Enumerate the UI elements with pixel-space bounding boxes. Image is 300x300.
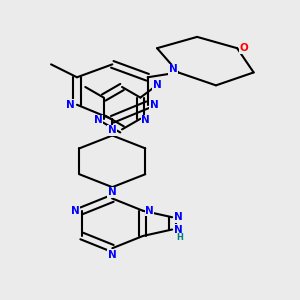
Text: N: N xyxy=(141,115,150,125)
Text: N: N xyxy=(94,115,103,125)
Text: N: N xyxy=(71,206,80,216)
Text: N: N xyxy=(174,224,183,235)
Text: N: N xyxy=(153,80,162,90)
Text: N: N xyxy=(108,250,117,260)
Text: N: N xyxy=(174,212,183,222)
Text: N: N xyxy=(150,100,158,110)
Text: N: N xyxy=(66,100,75,110)
Text: N: N xyxy=(108,188,117,197)
Text: H: H xyxy=(176,233,183,242)
Text: N: N xyxy=(169,64,177,74)
Text: O: O xyxy=(239,43,248,53)
Text: N: N xyxy=(145,206,154,216)
Text: N: N xyxy=(108,125,117,135)
